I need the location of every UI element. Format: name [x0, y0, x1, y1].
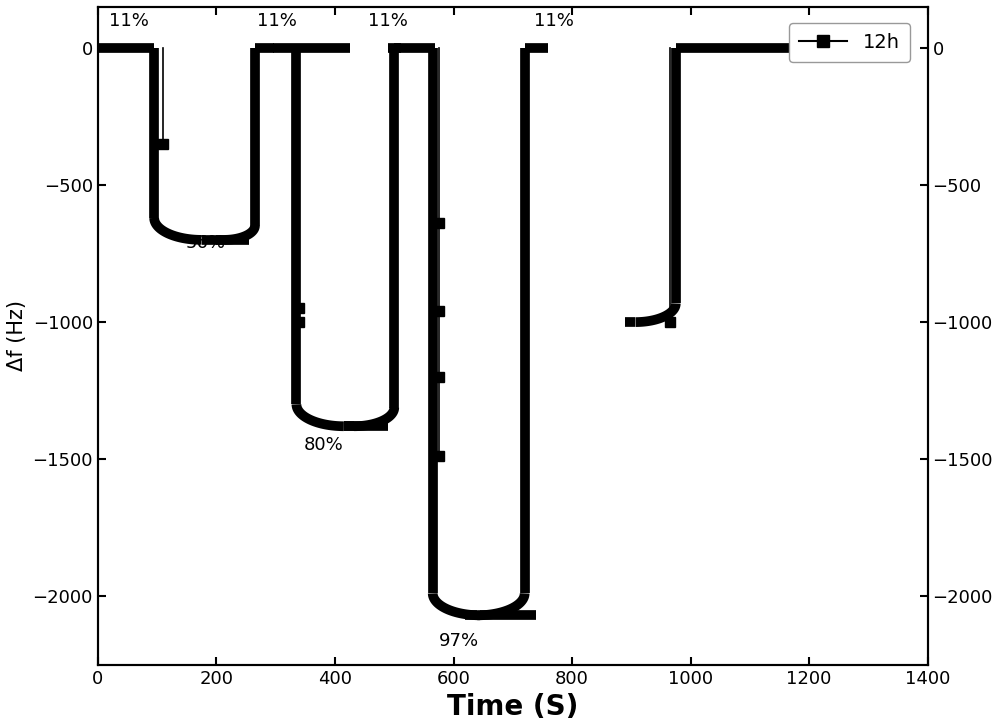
X-axis label: Time (S): Time (S) — [447, 693, 578, 721]
Y-axis label: Δf (Hz): Δf (Hz) — [7, 300, 27, 371]
Text: 97%: 97% — [439, 632, 479, 649]
Text: 11%: 11% — [534, 12, 573, 31]
Text: 11%: 11% — [109, 12, 148, 31]
Text: 80%: 80% — [304, 435, 344, 454]
Text: 11%: 11% — [368, 12, 407, 31]
Legend: 12h: 12h — [789, 23, 910, 62]
Text: 56%: 56% — [186, 234, 226, 252]
Text: 11%: 11% — [257, 12, 297, 31]
